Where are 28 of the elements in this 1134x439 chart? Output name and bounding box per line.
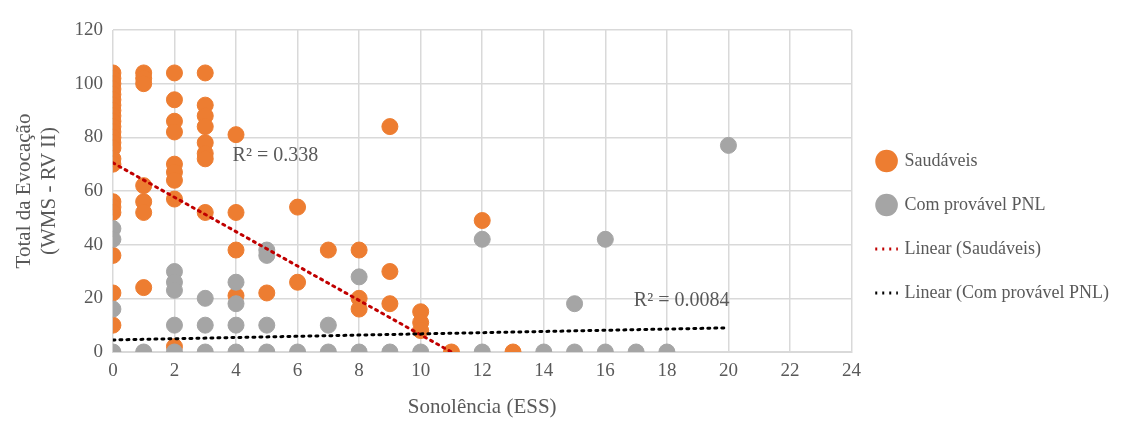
legend-label: Linear (Saudáveis): [904, 237, 1042, 259]
y-tick-label: 120: [74, 17, 103, 39]
x-tick-label: 2: [169, 359, 180, 381]
y-tick-label: 60: [83, 178, 103, 200]
x-tick-label: 10: [411, 359, 431, 381]
y-tick-label: 40: [83, 232, 103, 254]
x-tick-label: 8: [354, 359, 364, 381]
y-tick-label: 20: [83, 286, 103, 308]
x-tick-label: 12: [472, 359, 492, 381]
x-tick-label: 18: [657, 359, 677, 381]
y-tick-label: 80: [83, 125, 103, 147]
legend-label: Linear (Com provável PNL): [904, 281, 1110, 303]
legend-label: Com provável PNL: [904, 193, 1046, 214]
legend-label: Saudáveis: [904, 149, 978, 170]
x-tick-label: 16: [595, 359, 615, 381]
x-tick-label: 24: [842, 359, 862, 381]
annotation: R² = 0.338: [232, 142, 319, 165]
annotation: R² = 0.0084: [633, 287, 730, 310]
y-tick-label: 0: [93, 339, 103, 361]
y-axis-title: Total da Evocação (WMS - RV II): [11, 113, 61, 269]
x-tick-label: 22: [780, 359, 800, 381]
x-tick-label: 4: [231, 359, 242, 381]
x-tick-label: 0: [108, 359, 118, 381]
x-tick-label: 6: [292, 359, 303, 381]
x-tick-label: 14: [534, 359, 554, 381]
x-tick-label: 20: [718, 359, 738, 381]
x-axis-title: Sonolência (ESS): [407, 393, 557, 418]
y-tick-label: 100: [74, 71, 103, 93]
